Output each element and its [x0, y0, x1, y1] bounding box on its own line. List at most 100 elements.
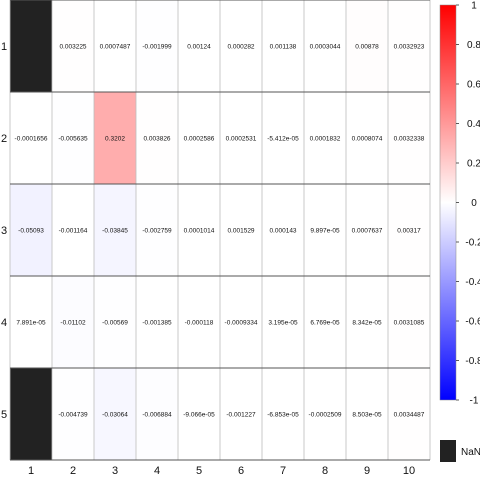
cell-label: 0.0002586 — [184, 136, 215, 143]
heatmap-cell — [136, 276, 178, 368]
heatmap-cell — [52, 184, 94, 276]
cell-label: 3.195e-05 — [268, 320, 298, 327]
heatmap-cell — [346, 184, 388, 276]
cell-label: 0.00317 — [397, 228, 421, 235]
cell-label: -0.001999 — [142, 44, 172, 51]
x-axis-ticks: 1 2 3 4 5 6 7 8 9 10 — [28, 465, 415, 477]
heatmap-cell — [94, 184, 136, 276]
cell-label: 0.0032923 — [394, 44, 425, 51]
heatmap-cell — [52, 368, 94, 460]
heatmap-cell — [136, 92, 178, 184]
heatmap-cell — [178, 368, 220, 460]
cell-label: 0.00878 — [355, 44, 379, 51]
heatmap-cell — [262, 0, 304, 92]
heatmap-cell — [220, 92, 262, 184]
heatmap-cell — [220, 184, 262, 276]
cell-label: 0.0007637 — [352, 228, 383, 235]
heatmap-cell — [52, 0, 94, 92]
cell-label: -0.000118 — [185, 320, 214, 327]
colorbar-tick-label: -0.6 — [465, 317, 480, 328]
heatmap-cell — [136, 184, 178, 276]
cell-label: 0.0007487 — [100, 44, 131, 51]
heatmap-cell — [346, 368, 388, 460]
x-tick-label: 8 — [322, 465, 328, 477]
heatmap-cell — [178, 276, 220, 368]
cell-label: 0.3202 — [105, 136, 125, 143]
cell-label: 8.342e-05 — [352, 320, 382, 327]
heatmap-cell — [346, 276, 388, 368]
cell-label: 0.0002531 — [226, 136, 257, 143]
heatmap-cell — [220, 276, 262, 368]
y-tick-label: 1 — [1, 41, 7, 53]
heatmap-cell — [220, 368, 262, 460]
heatmap-cell — [388, 368, 430, 460]
heatmap-cell — [304, 368, 346, 460]
y-tick-label: 3 — [1, 225, 7, 237]
heatmap-cell — [220, 0, 262, 92]
nan-label: NaN — [461, 447, 480, 458]
y-axis-ticks: 1 2 3 4 5 — [1, 41, 7, 421]
cell-label: -6.853e-05 — [267, 412, 299, 419]
heatmap-cell — [388, 92, 430, 184]
cell-label: 0.0008074 — [352, 136, 383, 143]
heatmap-cell — [10, 276, 52, 368]
x-tick-label: 5 — [196, 465, 202, 477]
cell-label: 0.0003044 — [310, 44, 341, 51]
cell-label: 0.0001014 — [184, 228, 215, 235]
cell-label: -0.01102 — [60, 320, 86, 327]
heatmap-cell — [388, 184, 430, 276]
heatmap-grid — [9, 0, 431, 461]
colorbar: 1 0.8 0.6 0.4 0.2 0 -0.2 -0.4 -0.6 -0.8 -1 NaN — [439, 1, 480, 462]
cell-label: -5.412e-05 — [267, 136, 299, 143]
colorbar-tick-label: -0.8 — [465, 356, 480, 367]
heatmap-cell — [388, 0, 430, 92]
cell-label: -0.0001656 — [15, 136, 48, 143]
cell-label: -0.001227 — [226, 412, 256, 419]
y-tick-label: 4 — [1, 317, 7, 329]
heatmap-cell — [388, 276, 430, 368]
cell-label: 0.001138 — [270, 44, 297, 51]
colorbar-tick-label: 0.2 — [467, 159, 480, 170]
heatmap-cell — [304, 184, 346, 276]
x-tick-label: 10 — [403, 465, 415, 477]
heatmap-cell — [94, 0, 136, 92]
x-tick-label: 7 — [280, 465, 286, 477]
cell-label: 0.00124 — [187, 44, 211, 51]
heatmap-cell — [10, 184, 52, 276]
x-tick-label: 9 — [364, 465, 370, 477]
cell-label: 0.0034487 — [394, 412, 425, 419]
cell-label: -0.05093 — [18, 228, 44, 235]
heatmap-cell — [304, 276, 346, 368]
cell-label: -9.066e-05 — [183, 412, 215, 419]
heatmap-cell — [178, 92, 220, 184]
heatmap-cell — [304, 0, 346, 92]
heatmap-cells: 0.003225 0.0007487 -0.001999 0.00124 0.00028… — [10, 0, 430, 460]
heatmap-cell — [10, 0, 52, 92]
cell-label: 0.003826 — [143, 136, 170, 143]
cell-label: 0.001529 — [227, 228, 254, 235]
heatmap-cell — [346, 0, 388, 92]
cell-label: -0.005635 — [58, 136, 88, 143]
nan-swatch — [440, 440, 456, 462]
heatmap-cell — [52, 92, 94, 184]
x-tick-label: 3 — [112, 465, 118, 477]
cell-label: 8.503e-05 — [352, 412, 382, 419]
cell-label: 0.003225 — [59, 44, 86, 51]
colorbar-gradient — [439, 4, 457, 401]
cell-label: -0.004739 — [58, 412, 88, 419]
heatmap-cell — [10, 92, 52, 184]
colorbar-ticks: 1 0.8 0.6 0.4 0.2 0 -0.2 -0.4 -0.6 -0.8 -1 — [456, 1, 480, 407]
y-tick-label: 5 — [1, 409, 7, 421]
heatmap-cell — [94, 92, 136, 184]
colorbar-tick-label: 0.6 — [467, 80, 480, 91]
colorbar-tick-label: 0.8 — [467, 40, 480, 51]
heatmap-cell — [136, 0, 178, 92]
cell-label: 6.769e-05 — [310, 320, 340, 327]
cell-label: -0.006884 — [142, 412, 172, 419]
heatmap-cell — [136, 368, 178, 460]
cell-label: 0.000282 — [227, 44, 254, 51]
heatmap-cell — [10, 368, 52, 460]
heatmap-cell — [346, 92, 388, 184]
cell-label: 9.897e-05 — [310, 228, 340, 235]
